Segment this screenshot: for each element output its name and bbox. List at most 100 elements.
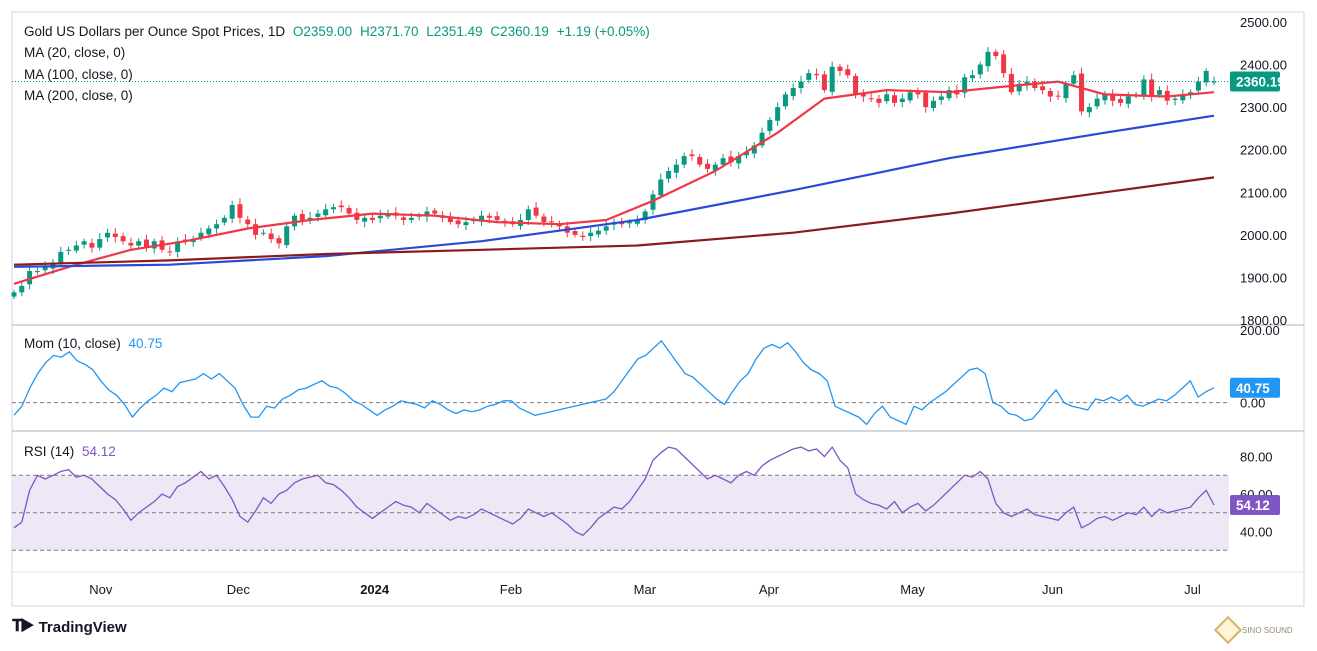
candle-body — [1141, 79, 1147, 97]
price-tick-label: 2000.00 — [1240, 228, 1287, 243]
candle-body — [1055, 95, 1061, 97]
tradingview-logo[interactable]: 𝐓▶ TradingView — [12, 618, 127, 636]
candle-body — [58, 251, 64, 263]
time-tick-label: May — [900, 582, 925, 597]
symbol-title[interactable]: Gold US Dollars per Ounce Spot Prices, 1… — [24, 24, 286, 39]
candle-body — [284, 226, 290, 246]
candle-body — [1086, 107, 1092, 113]
candle-body — [245, 219, 251, 225]
candle-body — [362, 217, 368, 222]
axes: 2500.00 2400.00 2300.00 2200.00 2100.00 2000.… — [89, 15, 1287, 597]
candle-body — [923, 92, 929, 108]
candle-body — [930, 100, 936, 108]
price-tick-label: 2400.00 — [1240, 58, 1287, 73]
ma200-legend[interactable]: MA (200, close, 0) — [24, 88, 133, 103]
candle-body — [829, 66, 835, 92]
candle-body — [790, 87, 796, 97]
rsi-tag: 54.12 — [1236, 498, 1270, 513]
candle-body — [424, 211, 430, 217]
candle-body — [330, 207, 336, 210]
time-tick-label: Apr — [759, 582, 780, 597]
rsi-legend[interactable]: RSI (14) 54.12 — [24, 444, 120, 459]
candle-body — [1040, 86, 1046, 91]
candle-body — [479, 215, 485, 222]
candle-body — [128, 242, 134, 246]
candle-body — [541, 216, 547, 223]
price-tags: 2360.19 40.75 54.12 — [1230, 71, 1285, 516]
momentum-tick-label: 0.00 — [1240, 396, 1265, 411]
price-tick-label: 1800.00 — [1240, 313, 1287, 328]
candle-body — [73, 245, 79, 251]
candle-body — [97, 239, 103, 248]
candle-body — [260, 232, 266, 234]
candle-body — [221, 217, 227, 223]
momentum-tag-bg — [1230, 377, 1280, 398]
candle-body — [884, 94, 890, 102]
candle-body — [751, 145, 757, 154]
candle-body — [969, 75, 975, 79]
time-tick-label: Jun — [1042, 582, 1063, 597]
momentum-line — [13, 339, 1215, 426]
candle-body — [214, 224, 220, 229]
candle-body — [1149, 79, 1155, 97]
time-tick-label: Jul — [1184, 582, 1201, 597]
candle-body — [915, 92, 921, 95]
candle-body — [814, 73, 820, 76]
candle-body — [580, 235, 586, 237]
candle-body — [697, 156, 703, 165]
candle-body — [743, 151, 749, 156]
candle-body — [899, 98, 905, 103]
candle-body — [962, 77, 968, 93]
watermark-diamond-icon — [1213, 615, 1243, 645]
candle-body — [1117, 99, 1123, 103]
candle-body — [650, 194, 656, 210]
rsi-line — [13, 445, 1215, 537]
ma20-legend[interactable]: MA (20, close, 0) — [24, 45, 126, 60]
candle-body — [447, 217, 453, 223]
candle-body — [354, 212, 360, 220]
close-value: C2360.19 — [490, 24, 549, 39]
candle-body — [845, 69, 851, 76]
candle-body — [658, 179, 664, 196]
momentum-tag: 40.75 — [1236, 381, 1270, 396]
candle-body — [66, 249, 72, 251]
time-tick-label: Dec — [227, 582, 251, 597]
candle-body — [1172, 98, 1178, 100]
open-value: O2359.00 — [292, 24, 353, 39]
rsi-label: RSI (14) — [24, 444, 75, 459]
watermark-logo: SINO SOUND — [1213, 615, 1314, 645]
candle-body — [253, 224, 259, 235]
candle-body — [1180, 94, 1186, 101]
candle-body — [120, 236, 126, 242]
momentum-pane — [12, 339, 1228, 426]
candle-body — [401, 217, 407, 220]
candle-body — [1110, 94, 1116, 101]
price-tag-bg — [1230, 71, 1280, 92]
candle-body — [1071, 75, 1077, 84]
candle-body — [1016, 83, 1022, 92]
candle-body — [486, 215, 492, 218]
chart-border — [11, 11, 1305, 607]
candle-body — [81, 241, 87, 245]
change-value: +1.19 (+0.05%) — [556, 24, 650, 39]
candle-body — [408, 217, 414, 220]
candle-body — [1001, 54, 1007, 74]
candle-body — [860, 93, 866, 97]
candle-body — [938, 96, 944, 100]
candle-body — [19, 285, 25, 293]
candle-body — [712, 164, 718, 171]
momentum-legend[interactable]: Mom (10, close) 40.75 — [24, 336, 166, 351]
candle-body — [853, 76, 859, 95]
candle-body — [237, 204, 243, 218]
candle-body — [728, 156, 734, 163]
candle-body — [977, 64, 983, 75]
ma-line-0 — [13, 80, 1215, 285]
rsi-band — [12, 475, 1229, 551]
rsi-tick-label: 80.00 — [1240, 450, 1273, 465]
candle-body — [619, 222, 625, 225]
candle-body — [876, 98, 882, 103]
candle-body — [1156, 90, 1162, 95]
rsi-pane — [12, 445, 1228, 551]
candle-body — [167, 251, 173, 253]
ma100-legend[interactable]: MA (100, close, 0) — [24, 67, 133, 82]
